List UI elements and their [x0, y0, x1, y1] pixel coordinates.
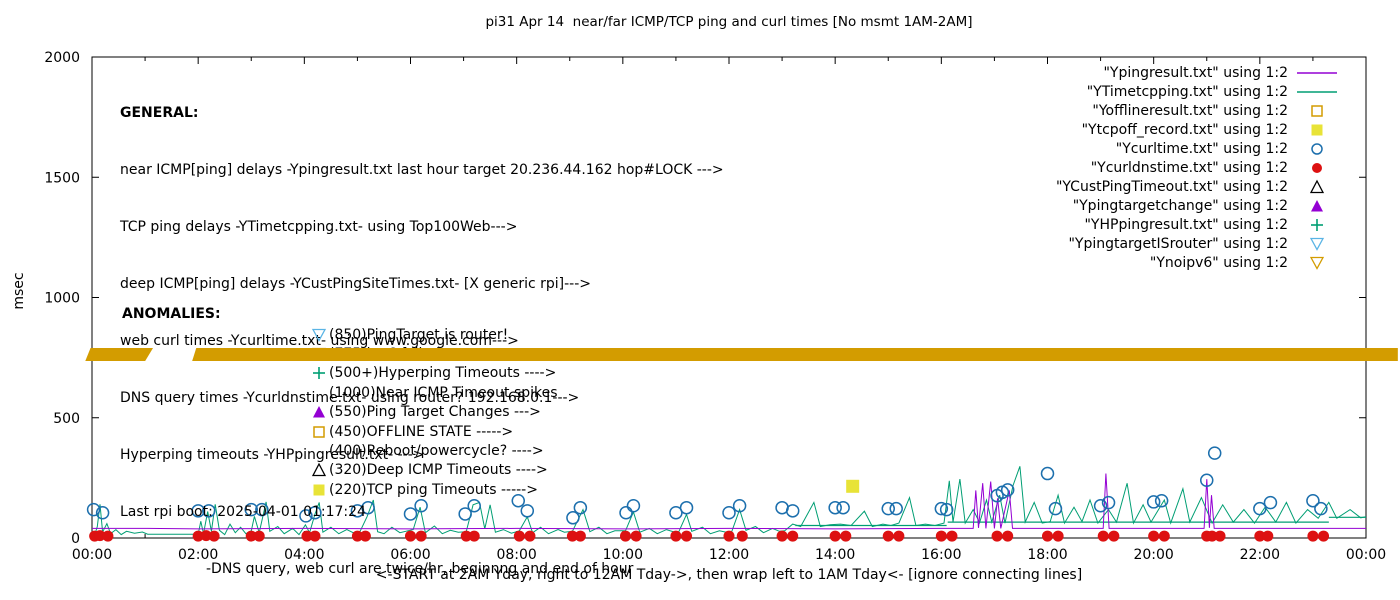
open-square-icon — [1288, 103, 1346, 119]
open-down-triangle-icon — [1288, 236, 1346, 252]
offline-state-icon — [311, 424, 329, 440]
legend-item: "Ypingtargetchange" using 1:2 — [1056, 197, 1346, 216]
anomaly-label: (500+)Hyperping Timeouts ----> — [329, 365, 557, 382]
anomaly-item: (220)TCP ping Timeouts -----> — [311, 480, 558, 499]
ping-target-change-icon — [311, 404, 329, 420]
anomaly-item: (320)Deep ICMP Timeouts ----> — [311, 461, 558, 480]
general-annotation-block: GENERAL: near ICMP[ping] delays -Ypingre… — [120, 66, 724, 600]
pingtarget-is-router-icon — [311, 327, 329, 343]
svg-text:16:00: 16:00 — [921, 547, 961, 563]
anomaly-label: (320)Deep ICMP Timeouts ----> — [329, 462, 548, 479]
open-down-triangle-icon — [1288, 255, 1346, 271]
anomaly-item: (400)Reboot/powercycle? ----> — [311, 441, 558, 460]
tcp-ping-timeout-icon — [311, 482, 329, 498]
svg-text:22:00: 22:00 — [1240, 547, 1280, 563]
anomaly-item: (850)PingTarget is router! — [311, 325, 558, 344]
open-triangle-icon — [1288, 179, 1346, 195]
anomaly-item: (450)OFFLINE STATE -----> — [311, 422, 558, 441]
general-line: deep ICMP[ping] delays -YCustPingSiteTim… — [120, 276, 591, 292]
series-Ycurldnstime.txt — [89, 530, 1330, 542]
legend-label: "YpingtargetISrouter" using 1:2 — [1068, 236, 1288, 253]
x-tick-labels: 00:00 02:00 04:00 06:00 08:00 10:00 12:00 14:00… — [72, 547, 1386, 563]
series-Ypingresult.txt — [92, 473, 1366, 530]
legend-label: "Yofflineresult.txt" using 1:2 — [1092, 102, 1288, 119]
svg-text:06:00: 06:00 — [390, 547, 430, 563]
chart-title: pi31 Apr 14 near/far ICMP/TCP ping and c… — [485, 14, 973, 30]
legend-item: "Ynoipv6" using 1:2 — [1056, 254, 1346, 273]
x-axis-label: <-START at 2AM Yday, right to 12AM Tday-… — [375, 567, 1083, 583]
svg-text:04:00: 04:00 — [284, 547, 324, 563]
legend-label: "YHPpingresult.txt" using 1:2 — [1084, 217, 1288, 234]
anomaly-label: (450)OFFLINE STATE -----> — [329, 423, 514, 440]
plus-icon — [1288, 217, 1346, 233]
filled-circle-icon — [1288, 160, 1346, 176]
anomaly-label: (400)Reboot/powercycle? ----> — [329, 443, 544, 460]
svg-text:00:00: 00:00 — [1346, 547, 1386, 563]
general-line: near ICMP[ping] delays -Ypingresult.txt … — [120, 162, 724, 178]
svg-text:00:00: 00:00 — [72, 547, 112, 563]
legend-item: "Ytcpoff_record.txt" using 1:2 — [1056, 120, 1346, 139]
general-line: DNS query times -Ycurldnstime.txt- using… — [120, 390, 580, 406]
anomaly-label: (850)PingTarget is router! — [329, 326, 509, 343]
anomaly-label: (550)Ping Target Changes ---> — [329, 404, 541, 421]
legend-label: "Ytcpoff_record.txt" using 1:2 — [1081, 121, 1288, 138]
series-YTimetcpping.txt — [91, 466, 1367, 537]
legend-item: "Ypingresult.txt" using 1:2 — [1056, 63, 1346, 82]
y-tick-labels: 0 500 1000 1500 2000 — [44, 50, 80, 547]
filled-triangle-icon — [1288, 198, 1346, 214]
svg-text:08:00: 08:00 — [496, 547, 536, 563]
legend-item: "Ycurltime.txt" using 1:2 — [1056, 139, 1346, 158]
series-Ytcpoff_record.txt — [846, 479, 860, 493]
legend-label: "Ynoipv6" using 1:2 — [1149, 255, 1288, 272]
deep-icmp-timeout-icon — [311, 462, 329, 478]
noipv6-band-segment — [85, 348, 154, 362]
series-Ycurltime.txt — [86, 446, 1328, 525]
legend-item: "YpingtargetISrouter" using 1:2 — [1056, 235, 1346, 254]
anomalies-heading: ANOMALIES: — [122, 306, 221, 322]
hyperping-timeout-icon — [311, 365, 329, 381]
legend-item: "Ycurldnstime.txt" using 1:2 — [1056, 158, 1346, 177]
anomaly-item: (500+)Hyperping Timeouts ----> — [311, 364, 558, 383]
svg-text:0: 0 — [71, 531, 80, 547]
legend-label: "YTimetcpping.txt" using 1:2 — [1086, 83, 1288, 100]
svg-text:1500: 1500 — [44, 170, 80, 186]
legend-label: "Ycurltime.txt" using 1:2 — [1115, 140, 1288, 157]
general-line: -DNS query, web curl are twice/hr, begin… — [206, 561, 634, 577]
legend-label: "YCustPingTimeout.txt" using 1:2 — [1055, 179, 1288, 196]
legend-item: "YCustPingTimeout.txt" using 1:2 — [1056, 178, 1346, 197]
legend-label: "Ycurldnstime.txt" using 1:2 — [1090, 160, 1288, 177]
anomaly-item: (550)Ping Target Changes ---> — [311, 403, 558, 422]
legend-label: "Ypingtargetchange" using 1:2 — [1072, 198, 1288, 215]
legend-item: "YTimetcpping.txt" using 1:2 — [1056, 82, 1346, 101]
general-line: TCP ping delays -YTimetcpping.txt- using… — [120, 219, 518, 235]
legend: "Ypingresult.txt" using 1:2 "YTimetcppin… — [1056, 63, 1346, 273]
line-sample-icon — [1288, 84, 1346, 100]
general-line: Hyperping timeouts -YHPpingresult.txt- -… — [120, 447, 425, 463]
general-heading: GENERAL: — [120, 105, 199, 121]
open-circle-icon — [1288, 141, 1346, 157]
filled-square-icon — [1288, 122, 1346, 138]
svg-text:10:00: 10:00 — [603, 547, 643, 563]
svg-text:2000: 2000 — [44, 50, 80, 66]
svg-text:14:00: 14:00 — [815, 547, 855, 563]
y-axis-label: msec — [11, 272, 27, 310]
legend-item: "Yofflineresult.txt" using 1:2 — [1056, 101, 1346, 120]
line-sample-icon — [1288, 65, 1346, 81]
general-line: web curl times -Ycurltime.txt- using www… — [120, 333, 519, 349]
svg-text:12:00: 12:00 — [709, 547, 749, 563]
svg-text:1000: 1000 — [44, 291, 80, 307]
svg-text:20:00: 20:00 — [1133, 547, 1173, 563]
anomaly-label: (220)TCP ping Timeouts -----> — [329, 481, 538, 498]
svg-text:02:00: 02:00 — [178, 547, 218, 563]
legend-item: "YHPpingresult.txt" using 1:2 — [1056, 216, 1346, 235]
anomaly-label: (1000)Near ICMP Timeout spikes — [329, 384, 558, 401]
anomaly-item: (1000)Near ICMP Timeout spikes — [311, 383, 558, 402]
general-line: Last rpi boot: 2025-04-01 01:17:24 — [120, 504, 366, 520]
legend-label: "Ypingresult.txt" using 1:2 — [1103, 64, 1288, 81]
svg-text:18:00: 18:00 — [1027, 547, 1067, 563]
noipv6-band-segment — [192, 348, 1398, 362]
svg-text:500: 500 — [53, 411, 80, 427]
